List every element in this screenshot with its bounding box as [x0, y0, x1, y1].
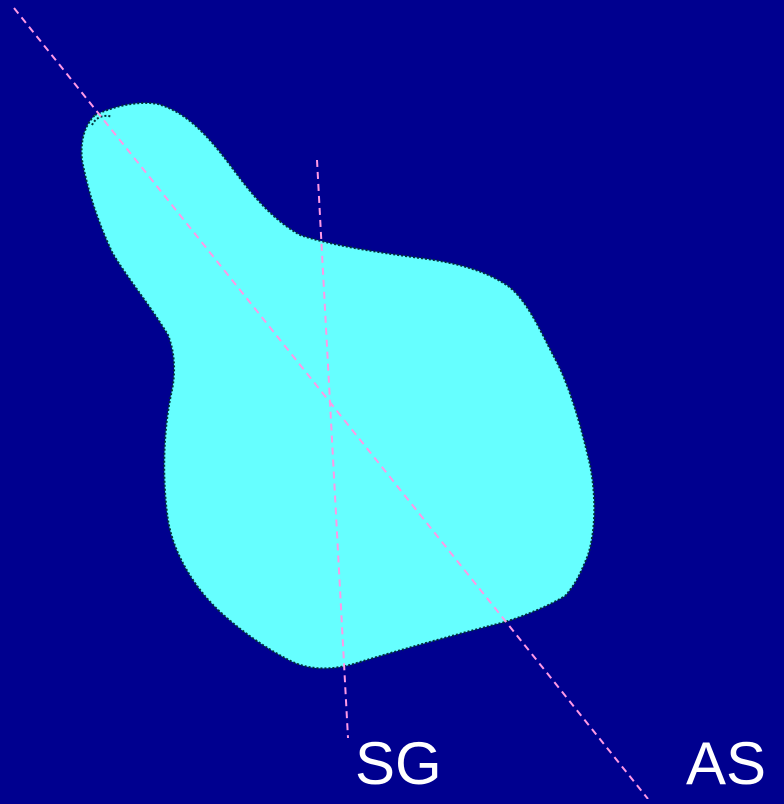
shape-notch: [91, 114, 113, 126]
sg-axis-label: SG: [355, 730, 442, 797]
shape-region: [80, 101, 596, 670]
as-axis-line: [13, 7, 649, 800]
sg-axis-line: [316, 159, 349, 739]
as-axis-label: AS: [686, 730, 767, 797]
